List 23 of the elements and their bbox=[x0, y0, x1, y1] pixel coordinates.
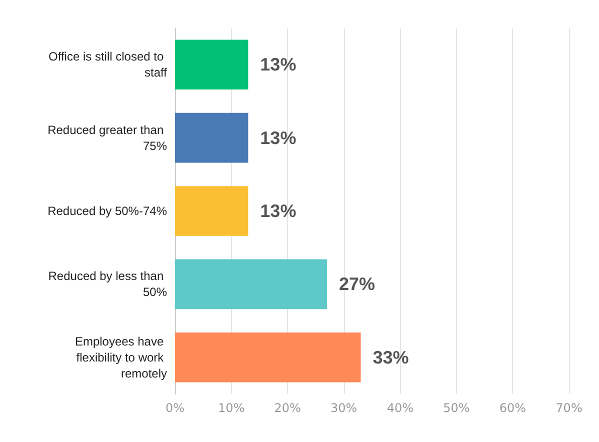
x-tick-label: 20% bbox=[274, 401, 301, 415]
y-tick-label: Employees have flexibility to work remotely bbox=[74, 334, 167, 380]
bar bbox=[175, 259, 327, 310]
bar bbox=[175, 40, 248, 90]
x-tick-label: 10% bbox=[218, 401, 245, 415]
bar bbox=[175, 332, 361, 382]
y-tick-label: Reduced by 50%-74% bbox=[48, 204, 168, 218]
x-tick-label: 0% bbox=[165, 401, 185, 415]
bar bbox=[175, 186, 248, 236]
data-label: 13% bbox=[260, 128, 296, 148]
y-tick-label: Reduced greater than 75% bbox=[48, 122, 168, 153]
bar bbox=[175, 112, 248, 163]
x-tick-label: 50% bbox=[443, 401, 470, 415]
x-tick-label: 30% bbox=[330, 401, 358, 415]
y-tick-label: Office is still closed to staff bbox=[48, 50, 168, 80]
data-label: 13% bbox=[260, 54, 296, 75]
data-label: 27% bbox=[338, 274, 376, 294]
x-tick-label: 70% bbox=[556, 401, 582, 415]
x-tick-label: 60% bbox=[499, 401, 526, 415]
data-label: 13% bbox=[260, 201, 296, 221]
x-tick-label: 40% bbox=[386, 401, 414, 415]
data-label: 33% bbox=[372, 347, 409, 368]
y-tick-label: Reduced by less than 50% bbox=[48, 269, 168, 300]
